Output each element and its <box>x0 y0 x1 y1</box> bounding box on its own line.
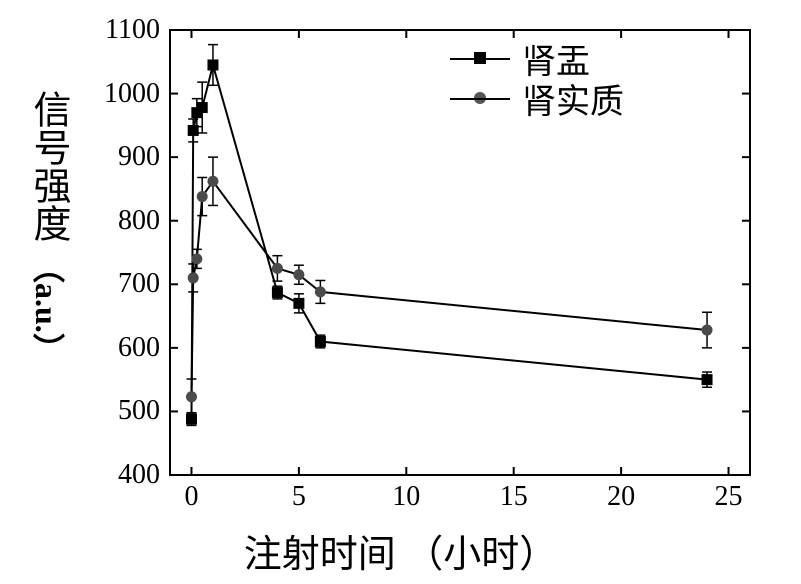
x-tick-label: 5 <box>292 481 306 513</box>
y-tick-label: 800 <box>100 205 160 237</box>
x-tick-label: 10 <box>392 481 420 513</box>
y-tick-label: 1000 <box>100 78 160 110</box>
chart-container: 信号强度 （a.u.） 0510152025 40050060070080090… <box>0 0 801 584</box>
y-tick-label: 500 <box>100 395 160 427</box>
y-tick-label: 700 <box>100 268 160 300</box>
legend-marker-square <box>450 38 510 78</box>
y-tick-label: 1100 <box>100 14 160 46</box>
x-tick-label: 0 <box>184 481 198 513</box>
x-tick-label: 20 <box>607 481 635 513</box>
y-tick-label: 400 <box>100 459 160 491</box>
legend-row-1: 肾实质 <box>450 78 624 118</box>
x-tick-label: 15 <box>500 481 528 513</box>
y-tick-label: 900 <box>100 141 160 173</box>
y-tick-label: 600 <box>100 332 160 364</box>
legend-row-0: 肾盂 <box>450 38 624 78</box>
legend-label-1: 肾实质 <box>522 74 624 123</box>
legend: 肾盂 肾实质 <box>450 38 624 118</box>
x-axis-title: 注射时间 （小时） <box>0 523 801 578</box>
x-tick-label: 25 <box>715 481 743 513</box>
legend-marker-circle <box>450 78 510 118</box>
